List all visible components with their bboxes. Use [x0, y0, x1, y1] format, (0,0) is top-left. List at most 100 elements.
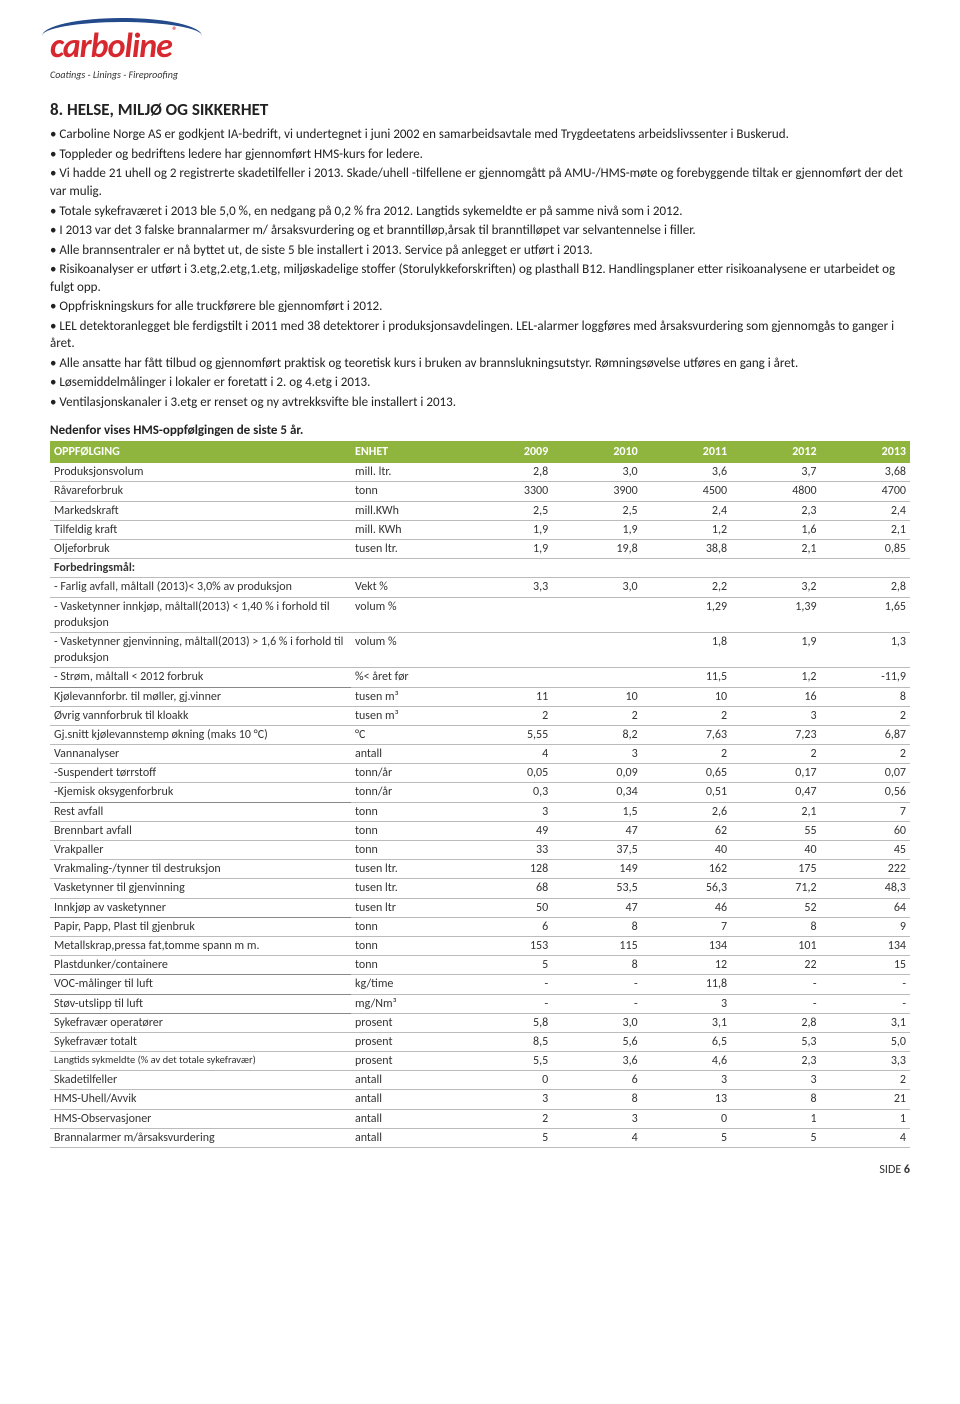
row-value: 149: [552, 860, 641, 879]
table-row: Vrakmaling-/tynner til destruksjontusen …: [50, 860, 910, 879]
row-label: Gj.snitt kjølevannstemp økning (maks 10 …: [50, 725, 351, 744]
row-label: -Kjemisk oksygenforbruk: [50, 783, 351, 802]
bullet-line: • Alle ansatte har fått tilbud og gjenno…: [50, 355, 910, 373]
row-unit: tonn: [351, 936, 463, 955]
row-value: 2: [552, 706, 641, 725]
table-row: Innkjøp av vasketynnertusen ltr504746526…: [50, 898, 910, 917]
row-unit: tusen m³: [351, 706, 463, 725]
row-value: 37,5: [552, 841, 641, 860]
table-row: Markedskraftmill.KWh2,52,52,42,32,4: [50, 501, 910, 520]
row-value: 2,6: [642, 802, 731, 821]
row-value: 2,3: [731, 1052, 820, 1071]
footer-label: SIDE: [879, 1163, 901, 1177]
row-value: 134: [821, 936, 910, 955]
row-label: Vrakpaller: [50, 841, 351, 860]
row-label: -Suspendert tørrstoff: [50, 764, 351, 783]
row-value: 5,6: [552, 1032, 641, 1051]
row-value: 6,5: [642, 1032, 731, 1051]
row-label: Langtids sykmeldte (% av det totale syke…: [50, 1052, 351, 1071]
bullet-line: • Løsemiddelmålinger i lokaler er foreta…: [50, 374, 910, 392]
row-unit: [351, 559, 463, 578]
body-text-block: • Carboline Norge AS er godkjent IA-bedr…: [50, 126, 910, 411]
row-unit: tusen ltr.: [351, 879, 463, 898]
row-value: 5,0: [821, 1032, 910, 1051]
row-value: 53,5: [552, 879, 641, 898]
row-value: 0,56: [821, 783, 910, 802]
row-value: 12: [642, 956, 731, 975]
table-row: Tilfeldig kraftmill. KWh1,91,91,21,62,1: [50, 520, 910, 539]
table-row: Kjølevannforbr. til møller, gj.vinnertus…: [50, 687, 910, 706]
row-label: Produksjonsvolum: [50, 463, 351, 482]
row-value: 3,0: [552, 578, 641, 597]
col-header: ENHET: [351, 441, 463, 463]
row-value: 46: [642, 898, 731, 917]
row-value: [821, 559, 910, 578]
row-value: 1,5: [552, 802, 641, 821]
row-value: 2,8: [731, 1013, 820, 1032]
row-value: 2,5: [463, 501, 552, 520]
row-value: 2: [463, 1109, 552, 1128]
footer-page: 6: [904, 1163, 910, 1177]
table-row: - Strøm, måltall < 2012 forbruk%< året f…: [50, 668, 910, 687]
page-footer: SIDE 6: [50, 1162, 910, 1178]
row-value: [552, 668, 641, 687]
row-unit: prosent: [351, 1052, 463, 1071]
row-value: 19,8: [552, 540, 641, 559]
row-value: 0,85: [821, 540, 910, 559]
table-row: HMS-Observasjonerantall23011: [50, 1109, 910, 1128]
row-value: 2,8: [821, 578, 910, 597]
row-unit: %< året før: [351, 668, 463, 687]
table-row: Plastdunker/containeretonn58122215: [50, 956, 910, 975]
row-label: Råvareforbruk: [50, 482, 351, 501]
col-header: 2013: [821, 441, 910, 463]
row-unit: antall: [351, 745, 463, 764]
row-unit: antall: [351, 1090, 463, 1109]
bullet-line: • Toppleder og bedriftens ledere har gje…: [50, 146, 910, 164]
col-header: OPPFØLGING: [50, 441, 351, 463]
row-value: 22: [731, 956, 820, 975]
row-value: -: [731, 975, 820, 994]
row-value: 7,23: [731, 725, 820, 744]
row-value: -: [821, 975, 910, 994]
table-row: VOC-målinger til luftkg/time--11,8--: [50, 975, 910, 994]
col-header: 2011: [642, 441, 731, 463]
row-value: 11,8: [642, 975, 731, 994]
row-value: [642, 559, 731, 578]
row-value: 1,39: [731, 597, 820, 632]
row-value: 101: [731, 936, 820, 955]
bullet-line: • Oppfriskningskurs for alle truckførere…: [50, 298, 910, 316]
brand-tagline: Coatings - Linings - Fireproofing: [50, 68, 910, 82]
row-value: 2,5: [552, 501, 641, 520]
table-row: Sykefravær operatørerprosent5,83,03,12,8…: [50, 1013, 910, 1032]
section-heading: 8. HELSE, MILJØ OG SIKKERHET: [50, 99, 910, 122]
row-value: 8: [552, 917, 641, 936]
row-value: 2: [642, 706, 731, 725]
row-value: 1,65: [821, 597, 910, 632]
row-value: 7,63: [642, 725, 731, 744]
row-unit: tusen ltr: [351, 898, 463, 917]
row-value: 7: [821, 802, 910, 821]
table-row: Produksjonsvolummill. ltr.2,83,03,63,73,…: [50, 463, 910, 482]
hms-table: OPPFØLGINGENHET20092010201120122013 Prod…: [50, 441, 910, 1148]
row-value: 2,4: [821, 501, 910, 520]
row-value: 2: [642, 745, 731, 764]
row-value: 68: [463, 879, 552, 898]
row-label: Skadetilfeller: [50, 1071, 351, 1090]
row-value: 0,34: [552, 783, 641, 802]
row-unit: prosent: [351, 1032, 463, 1051]
row-unit: volum %: [351, 597, 463, 632]
row-value: 3,2: [731, 578, 820, 597]
row-value: 5: [731, 1128, 820, 1147]
table-row: Papir, Papp, Plast til gjenbruktonn68789: [50, 917, 910, 936]
row-value: 5: [642, 1128, 731, 1147]
row-value: 4: [463, 745, 552, 764]
row-label: Plastdunker/containere: [50, 956, 351, 975]
table-row: Vannanalyserantall43222: [50, 745, 910, 764]
row-unit: volum %: [351, 632, 463, 667]
col-header: 2010: [552, 441, 641, 463]
row-value: 3: [552, 1109, 641, 1128]
row-label: HMS-Uhell/Avvik: [50, 1090, 351, 1109]
row-value: 40: [731, 841, 820, 860]
row-label: Rest avfall: [50, 802, 351, 821]
row-value: 0: [642, 1109, 731, 1128]
